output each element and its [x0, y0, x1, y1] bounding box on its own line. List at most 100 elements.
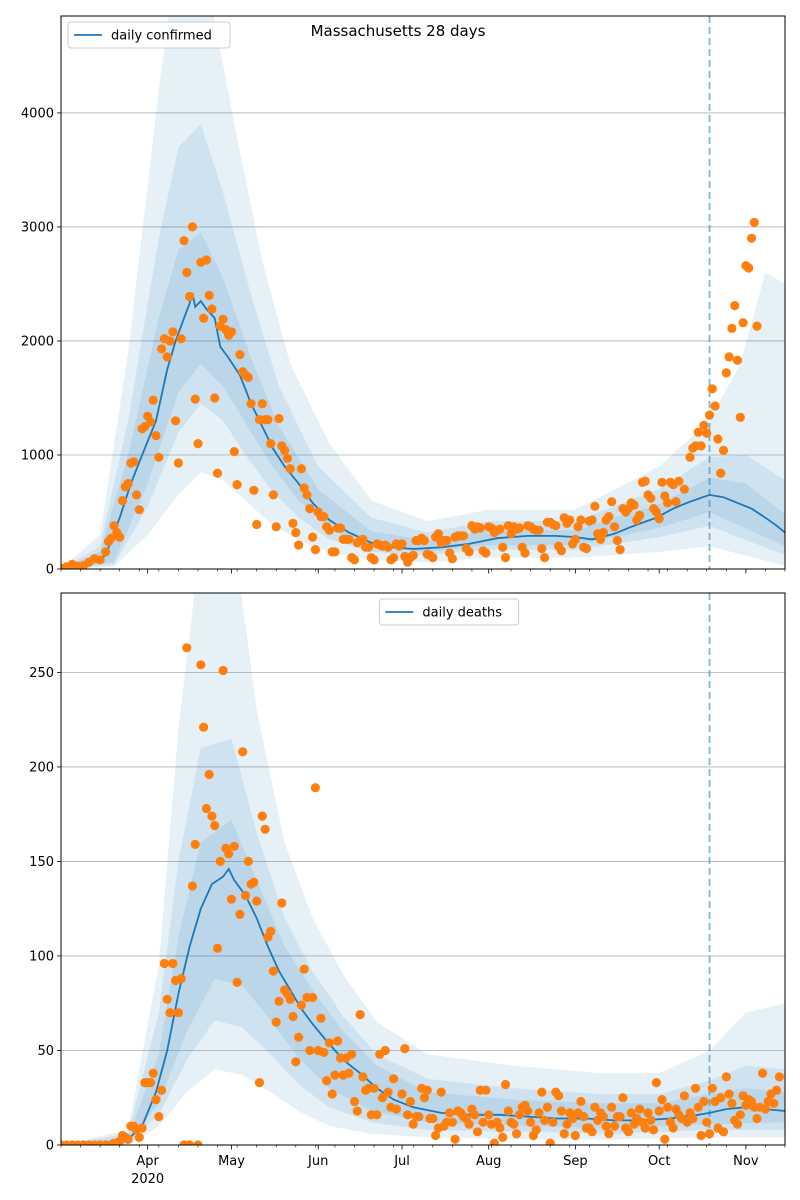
data-point	[601, 1121, 611, 1131]
data-point	[201, 803, 211, 814]
data-point	[182, 643, 192, 653]
data-point	[173, 1008, 183, 1018]
data-point	[277, 898, 287, 908]
x-year-label: 2020	[131, 1172, 164, 1187]
data-point	[746, 233, 757, 243]
data-point	[355, 1010, 365, 1020]
data-point	[274, 413, 284, 424]
data-point	[713, 434, 723, 444]
data-point	[646, 1115, 656, 1125]
data-point	[660, 491, 670, 501]
data-point	[176, 334, 186, 344]
data-point	[428, 1113, 438, 1124]
data-point	[190, 394, 200, 404]
data-point	[165, 1008, 175, 1018]
data-point	[556, 546, 567, 556]
data-point	[419, 535, 429, 546]
data-point	[609, 1121, 620, 1131]
data-point	[551, 521, 561, 531]
data-point	[349, 1096, 360, 1107]
data-point	[537, 1087, 547, 1097]
y-tick-label: 200	[29, 760, 54, 775]
data-point	[570, 534, 580, 545]
data-point	[185, 1140, 195, 1145]
data-point	[285, 464, 295, 474]
data-point	[498, 1132, 508, 1142]
data-point	[607, 1102, 617, 1112]
data-point	[556, 1106, 567, 1116]
data-point	[238, 747, 248, 757]
data-point	[732, 355, 743, 365]
data-point	[716, 468, 726, 478]
legend: daily deaths	[378, 598, 520, 626]
data-point	[699, 420, 709, 430]
data-point	[495, 524, 505, 534]
data-point	[243, 856, 253, 867]
data-point	[271, 522, 281, 532]
data-point	[330, 1070, 340, 1080]
data-point	[721, 368, 731, 378]
data-point	[294, 1032, 304, 1042]
data-point	[330, 547, 340, 557]
data-point	[447, 554, 457, 564]
data-point	[612, 535, 622, 546]
data-point	[514, 523, 525, 533]
data-point	[193, 1140, 203, 1145]
data-point	[724, 352, 734, 362]
data-point	[210, 393, 220, 403]
data-point	[534, 1108, 544, 1118]
x-tick-label: Jul	[393, 1154, 410, 1169]
data-point	[436, 1087, 446, 1097]
data-point	[308, 532, 318, 542]
data-point	[201, 255, 211, 265]
data-point	[157, 344, 167, 354]
data-point	[246, 399, 256, 409]
data-point	[523, 1106, 533, 1116]
data-point	[431, 1130, 441, 1141]
data-point	[774, 1072, 785, 1082]
data-point	[397, 1089, 407, 1099]
data-point	[495, 1123, 505, 1133]
data-point	[154, 1112, 164, 1122]
uncertainty-band-inner	[61, 819, 785, 1145]
data-point	[403, 1110, 413, 1120]
data-point	[299, 483, 309, 493]
data-point	[179, 236, 189, 246]
legend: daily confirmed	[67, 21, 231, 49]
data-point	[405, 1096, 415, 1107]
data-point	[718, 445, 729, 455]
data-point	[554, 1091, 564, 1101]
data-point	[101, 547, 111, 557]
x-tick-label: Aug	[476, 1154, 501, 1169]
data-point	[229, 447, 239, 457]
data-point	[674, 476, 684, 486]
data-point	[123, 478, 133, 489]
data-point	[707, 384, 717, 394]
x-tick-label: Oct	[648, 1154, 670, 1169]
data-point	[559, 1129, 569, 1139]
data-point	[595, 534, 606, 545]
data-point	[168, 327, 178, 337]
data-point	[257, 811, 267, 821]
data-point	[204, 290, 214, 300]
data-point	[299, 964, 309, 974]
data-point	[187, 881, 197, 891]
data-point	[769, 1098, 779, 1108]
data-point	[229, 841, 239, 851]
data-point	[702, 428, 712, 438]
data-point	[296, 1000, 306, 1010]
data-point	[654, 514, 664, 524]
data-point	[319, 511, 329, 522]
data-point	[727, 1098, 737, 1108]
data-point	[249, 485, 259, 495]
data-point	[615, 545, 625, 555]
data-point	[710, 401, 720, 411]
y-tick-label: 2000	[21, 334, 54, 349]
data-point	[207, 811, 217, 821]
uncertainty-band-middle	[61, 124, 785, 569]
data-point	[646, 493, 656, 503]
data-point	[95, 555, 105, 565]
data-point	[671, 497, 681, 507]
data-point	[232, 480, 242, 490]
data-point	[772, 1085, 782, 1095]
